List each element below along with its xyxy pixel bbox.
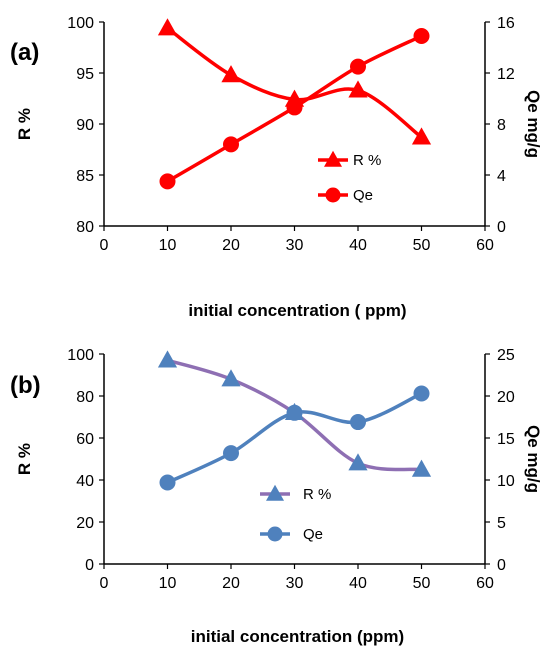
y2-tick-label: 20 (497, 389, 515, 406)
x-tick-label: 50 (413, 237, 431, 254)
legend: R % Qe (318, 150, 381, 204)
data-point (411, 127, 432, 145)
y-tick-label: 20 (76, 515, 94, 532)
y2-tick-label: 8 (497, 117, 506, 134)
data-point (411, 459, 432, 477)
x-tick-label: 30 (286, 575, 304, 592)
y2-tick-label: 0 (497, 219, 506, 236)
data-point (350, 58, 366, 75)
data-point (223, 136, 239, 153)
x-tick-label: 10 (159, 575, 177, 592)
data-point (350, 414, 366, 431)
data-point (221, 65, 241, 83)
series-qe (159, 28, 430, 190)
y-tick-label: 100 (67, 15, 94, 32)
x-tick-label: 0 (100, 575, 109, 592)
legend-marker (267, 526, 283, 542)
y-tick-label: 100 (67, 347, 94, 364)
legend-label: Qe (353, 187, 373, 204)
x-axis-label: initial concentration (ppm) (191, 627, 404, 646)
x-tick-label: 0 (100, 237, 109, 254)
data-point (286, 404, 303, 421)
y-axis-label: R % (15, 108, 34, 140)
y-tick-label: 90 (76, 117, 94, 134)
y2-tick-label: 5 (497, 515, 506, 532)
legend-marker (324, 150, 342, 167)
x-tick-label: 30 (286, 237, 304, 254)
series-line (166, 26, 423, 139)
panel-label: (a) (10, 39, 39, 66)
legend-label: R % (303, 486, 331, 503)
y2-axis-label: Qe mg/g (524, 90, 543, 158)
data-point (221, 369, 241, 387)
x-tick-label: 20 (222, 237, 240, 254)
y2-axis-label: Qe mg/g (524, 425, 543, 493)
data-point (413, 385, 430, 402)
y2-tick-label: 16 (497, 15, 515, 32)
data-point (348, 453, 368, 471)
y-tick-label: 0 (85, 557, 94, 574)
x-tick-label: 60 (476, 237, 494, 254)
y-axis-label: R % (15, 443, 34, 475)
legend: R % Qe (260, 484, 331, 543)
chart-panel-a: 0 10 20 30 40 50 60 80 85 90 95 100 0 4 8 12 16 R % Qe mg/… (10, 15, 543, 320)
y2-tick-label: 15 (497, 431, 515, 448)
legend-label: R % (353, 152, 381, 169)
data-point (157, 350, 178, 368)
panel-label: (b) (10, 372, 41, 399)
x-tick-label: 60 (476, 575, 494, 592)
y2-tick-label: 25 (497, 347, 515, 364)
data-point (223, 445, 239, 462)
x-tick-label: 40 (349, 575, 367, 592)
x-axis-label: initial concentration ( ppm) (188, 301, 406, 320)
legend-marker (325, 187, 341, 203)
y2-tick-label: 0 (497, 557, 506, 574)
x-tick-label: 40 (349, 237, 367, 254)
x-tick-label: 20 (222, 575, 240, 592)
y2-tick-label: 12 (497, 66, 515, 83)
data-point (413, 28, 430, 45)
y-tick-label: 60 (76, 431, 94, 448)
y2-tick-label: 4 (497, 168, 506, 185)
series-r-percent (157, 18, 432, 145)
y-tick-label: 40 (76, 473, 94, 490)
y-tick-label: 80 (76, 389, 94, 406)
data-point (286, 99, 303, 116)
y-tick-label: 95 (76, 66, 94, 83)
legend-label: Qe (303, 526, 323, 543)
series-qe (159, 385, 430, 491)
x-tick-label: 50 (413, 575, 431, 592)
y2-tick-label: 10 (497, 473, 515, 490)
data-point (159, 173, 176, 190)
data-point (348, 80, 368, 98)
x-tick-label: 10 (159, 237, 177, 254)
y-tick-label: 80 (76, 219, 94, 236)
legend-marker (266, 484, 284, 501)
data-point (159, 474, 176, 491)
data-point (157, 18, 178, 36)
y-tick-label: 85 (76, 168, 94, 185)
